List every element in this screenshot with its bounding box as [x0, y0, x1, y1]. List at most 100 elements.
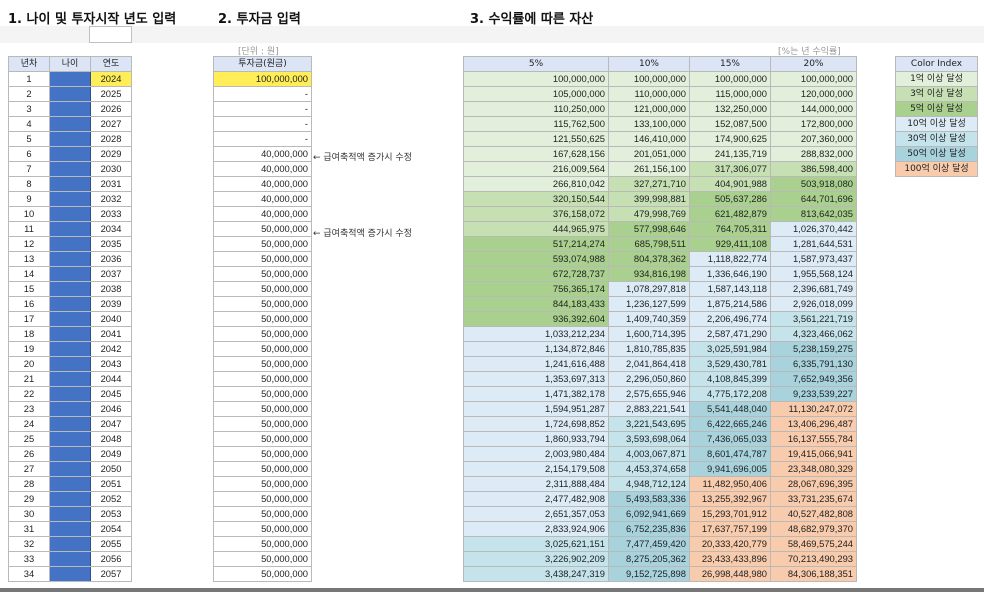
- asset-cell[interactable]: 2,833,924,906: [463, 521, 609, 537]
- year-cell[interactable]: 2048: [90, 431, 132, 447]
- age-cell[interactable]: [49, 251, 91, 267]
- asset-cell[interactable]: 132,250,000: [689, 101, 771, 117]
- asset-cell[interactable]: 844,183,433: [463, 296, 609, 312]
- asset-cell[interactable]: 1,409,740,359: [608, 311, 690, 327]
- asset-cell[interactable]: 1,078,297,818: [608, 281, 690, 297]
- asset-cell[interactable]: 6,422,665,246: [689, 416, 771, 432]
- asset-cell[interactable]: 16,137,555,784: [770, 431, 857, 447]
- year-index-cell[interactable]: 3: [8, 101, 50, 117]
- age-cell[interactable]: [49, 371, 91, 387]
- asset-cell[interactable]: 4,775,172,208: [689, 386, 771, 402]
- year-index-cell[interactable]: 2: [8, 86, 50, 102]
- age-cell[interactable]: [49, 491, 91, 507]
- age-cell[interactable]: [49, 536, 91, 552]
- age-cell[interactable]: [49, 416, 91, 432]
- age-cell[interactable]: [49, 266, 91, 282]
- asset-cell[interactable]: 5,238,159,275: [770, 341, 857, 357]
- year-index-cell[interactable]: 19: [8, 341, 50, 357]
- age-cell[interactable]: [49, 71, 91, 87]
- asset-cell[interactable]: 399,998,881: [608, 191, 690, 207]
- asset-cell[interactable]: 2,206,496,774: [689, 311, 771, 327]
- investment-cell[interactable]: 50,000,000: [213, 536, 312, 552]
- asset-cell[interactable]: 144,000,000: [770, 101, 857, 117]
- asset-cell[interactable]: 1,587,973,437: [770, 251, 857, 267]
- year-cell[interactable]: 2044: [90, 371, 132, 387]
- investment-cell[interactable]: 50,000,000: [213, 476, 312, 492]
- asset-cell[interactable]: 1,353,697,313: [463, 371, 609, 387]
- year-cell[interactable]: 2051: [90, 476, 132, 492]
- year-cell[interactable]: 2038: [90, 281, 132, 297]
- investment-cell[interactable]: 50,000,000: [213, 461, 312, 477]
- investment-cell[interactable]: -: [213, 131, 312, 147]
- investment-cell[interactable]: 40,000,000: [213, 161, 312, 177]
- age-cell[interactable]: [49, 101, 91, 117]
- age-cell[interactable]: [49, 386, 91, 402]
- year-cell[interactable]: 2049: [90, 446, 132, 462]
- asset-cell[interactable]: 100,000,000: [463, 71, 609, 87]
- year-cell[interactable]: 2043: [90, 356, 132, 372]
- year-index-cell[interactable]: 7: [8, 161, 50, 177]
- asset-cell[interactable]: 15,293,701,912: [689, 506, 771, 522]
- year-cell[interactable]: 2039: [90, 296, 132, 312]
- age-cell[interactable]: [49, 296, 91, 312]
- asset-cell[interactable]: 1,587,143,118: [689, 281, 771, 297]
- age-cell[interactable]: [49, 146, 91, 162]
- asset-cell[interactable]: 115,000,000: [689, 86, 771, 102]
- asset-cell[interactable]: 133,100,000: [608, 116, 690, 132]
- asset-cell[interactable]: 266,810,042: [463, 176, 609, 192]
- asset-cell[interactable]: 167,628,156: [463, 146, 609, 162]
- asset-cell[interactable]: 70,213,490,293: [770, 551, 857, 567]
- age-cell[interactable]: [49, 401, 91, 417]
- investment-cell[interactable]: 50,000,000: [213, 371, 312, 387]
- age-cell[interactable]: [49, 566, 91, 582]
- year-index-cell[interactable]: 24: [8, 416, 50, 432]
- age-cell[interactable]: [49, 551, 91, 567]
- asset-cell[interactable]: 19,415,066,941: [770, 446, 857, 462]
- year-index-cell[interactable]: 16: [8, 296, 50, 312]
- asset-cell[interactable]: 3,226,902,209: [463, 551, 609, 567]
- asset-cell[interactable]: 5,541,448,040: [689, 401, 771, 417]
- year-cell[interactable]: 2057: [90, 566, 132, 582]
- year-cell[interactable]: 2035: [90, 236, 132, 252]
- asset-cell[interactable]: 23,433,433,896: [689, 551, 771, 567]
- year-index-cell[interactable]: 10: [8, 206, 50, 222]
- asset-cell[interactable]: 479,998,769: [608, 206, 690, 222]
- asset-cell[interactable]: 9,152,725,898: [608, 566, 690, 582]
- asset-cell[interactable]: 40,527,482,808: [770, 506, 857, 522]
- asset-cell[interactable]: 4,453,374,658: [608, 461, 690, 477]
- asset-cell[interactable]: 936,392,604: [463, 311, 609, 327]
- investment-cell[interactable]: 50,000,000: [213, 266, 312, 282]
- investment-cell[interactable]: 50,000,000: [213, 521, 312, 537]
- year-cell[interactable]: 2045: [90, 386, 132, 402]
- age-cell[interactable]: [49, 341, 91, 357]
- year-cell[interactable]: 2028: [90, 131, 132, 147]
- investment-cell[interactable]: 50,000,000: [213, 341, 312, 357]
- asset-cell[interactable]: 11,130,247,072: [770, 401, 857, 417]
- asset-cell[interactable]: 5,493,583,336: [608, 491, 690, 507]
- asset-cell[interactable]: 23,348,080,329: [770, 461, 857, 477]
- asset-cell[interactable]: 121,000,000: [608, 101, 690, 117]
- year-cell[interactable]: 2056: [90, 551, 132, 567]
- year-index-cell[interactable]: 23: [8, 401, 50, 417]
- investment-cell[interactable]: 40,000,000: [213, 176, 312, 192]
- year-index-cell[interactable]: 22: [8, 386, 50, 402]
- asset-cell[interactable]: 13,406,296,487: [770, 416, 857, 432]
- asset-cell[interactable]: 1,860,933,794: [463, 431, 609, 447]
- asset-cell[interactable]: 110,250,000: [463, 101, 609, 117]
- year-cell[interactable]: 2041: [90, 326, 132, 342]
- asset-cell[interactable]: 28,067,696,395: [770, 476, 857, 492]
- investment-cell[interactable]: 50,000,000: [213, 326, 312, 342]
- investment-cell[interactable]: 50,000,000: [213, 356, 312, 372]
- asset-cell[interactable]: 593,074,988: [463, 251, 609, 267]
- asset-cell[interactable]: 1,810,785,835: [608, 341, 690, 357]
- investment-cell[interactable]: -: [213, 116, 312, 132]
- asset-cell[interactable]: 3,025,621,151: [463, 536, 609, 552]
- asset-cell[interactable]: 577,998,646: [608, 221, 690, 237]
- asset-cell[interactable]: 1,875,214,586: [689, 296, 771, 312]
- investment-cell[interactable]: 50,000,000: [213, 311, 312, 327]
- age-cell[interactable]: [49, 356, 91, 372]
- year-index-cell[interactable]: 14: [8, 266, 50, 282]
- age-cell[interactable]: [49, 446, 91, 462]
- asset-cell[interactable]: 1,600,714,395: [608, 326, 690, 342]
- asset-cell[interactable]: 756,365,174: [463, 281, 609, 297]
